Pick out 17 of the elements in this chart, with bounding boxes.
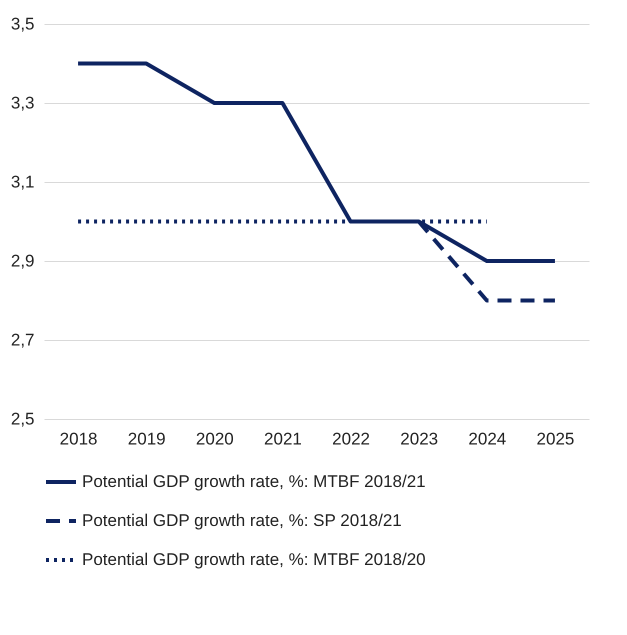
x-tick-label: 2023 <box>400 430 438 448</box>
legend-label: Potential GDP growth rate, %: MTBF 2018/21 <box>82 472 426 491</box>
y-tick-label: 2,7 <box>10 330 34 350</box>
legend-label: Potential GDP growth rate, %: MTBF 2018/20 <box>82 550 426 569</box>
x-tick-label: 2021 <box>264 430 302 448</box>
x-tick-label: 2024 <box>468 430 506 448</box>
y-tick-label: 2,9 <box>10 252 34 270</box>
y-tick-label: 3,3 <box>10 94 34 112</box>
y-tick-label: 2,5 <box>10 410 34 428</box>
x-tick-label: 2025 <box>536 430 574 448</box>
y-tick-label: 3,5 <box>10 14 34 34</box>
x-tick-label: 2019 <box>128 430 166 448</box>
y-tick-label: 3,1 <box>10 172 34 192</box>
x-tick-label: 2018 <box>60 430 98 448</box>
legend-label: Potential GDP growth rate, %: SP 2018/21 <box>82 511 402 530</box>
x-tick-label: 2020 <box>196 430 234 448</box>
x-tick-label: 2022 <box>332 430 370 448</box>
